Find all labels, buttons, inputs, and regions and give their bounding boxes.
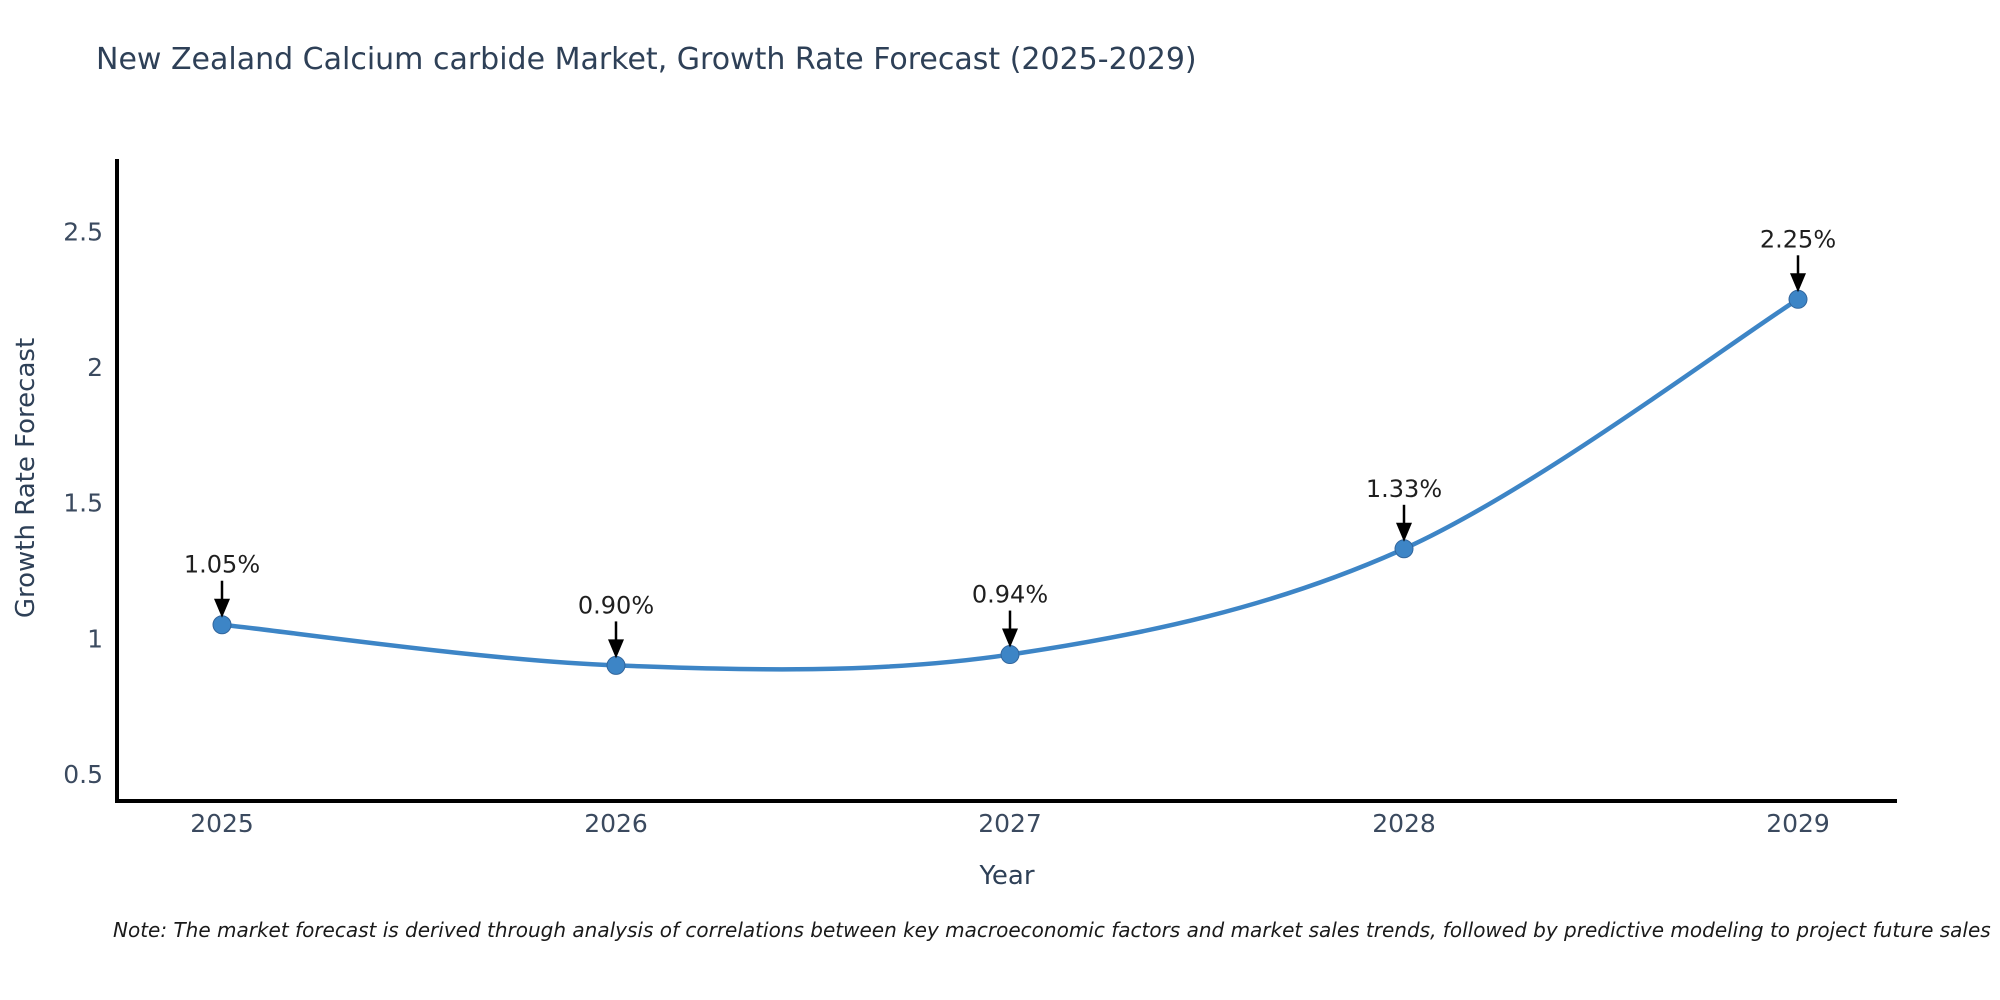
y-axis-title: Growth Rate Forecast (11, 338, 41, 618)
annotation-label: 0.94% (972, 581, 1048, 609)
footnote-text: Note: The market forecast is derived thr… (113, 918, 1991, 942)
annotation-arrow-head (1002, 628, 1018, 648)
y-tick-label: 2 (87, 353, 103, 382)
x-tick-label: 2025 (190, 809, 254, 838)
series-curve (219, 297, 1801, 672)
annotation-label: 2.25% (1760, 225, 1836, 253)
data-point (1788, 289, 1808, 309)
annotation-label: 1.05% (184, 551, 260, 579)
annotation-arrow-head (608, 639, 624, 659)
series-line-group (219, 297, 1801, 672)
x-axis-title: Year (978, 861, 1034, 891)
x-tick-label: 2027 (978, 809, 1042, 838)
y-tick-label: 1.5 (63, 489, 103, 518)
y-tick-label: 0.5 (63, 760, 103, 789)
x-tick-label: 2028 (1372, 809, 1436, 838)
data-point (606, 655, 626, 675)
annotation-arrow-head (1790, 273, 1806, 293)
annotation-arrow-head (214, 598, 230, 618)
chart-title: New Zealand Calcium carbide Market, Grow… (96, 42, 1197, 77)
annotation-arrow-head (1396, 522, 1412, 542)
data-point (212, 615, 232, 635)
x-tick-labels-group: 2025 2026 2027 2028 2029 (190, 809, 1830, 838)
y-tick-label: 2.5 (63, 218, 103, 247)
annotation-label: 1.33% (1366, 475, 1442, 503)
x-tick-label: 2029 (1766, 809, 1830, 838)
annotations-group: 1.05% 0.90% 0.94% 1.33% 2.25% (184, 225, 1836, 659)
data-point (1394, 539, 1414, 559)
x-tick-label: 2026 (584, 809, 648, 838)
y-tick-labels-group: 0.5 1 1.5 2 2.5 (63, 218, 103, 789)
y-tick-label: 1 (87, 624, 103, 653)
data-point (1000, 645, 1020, 665)
annotation-label: 0.90% (578, 591, 654, 619)
